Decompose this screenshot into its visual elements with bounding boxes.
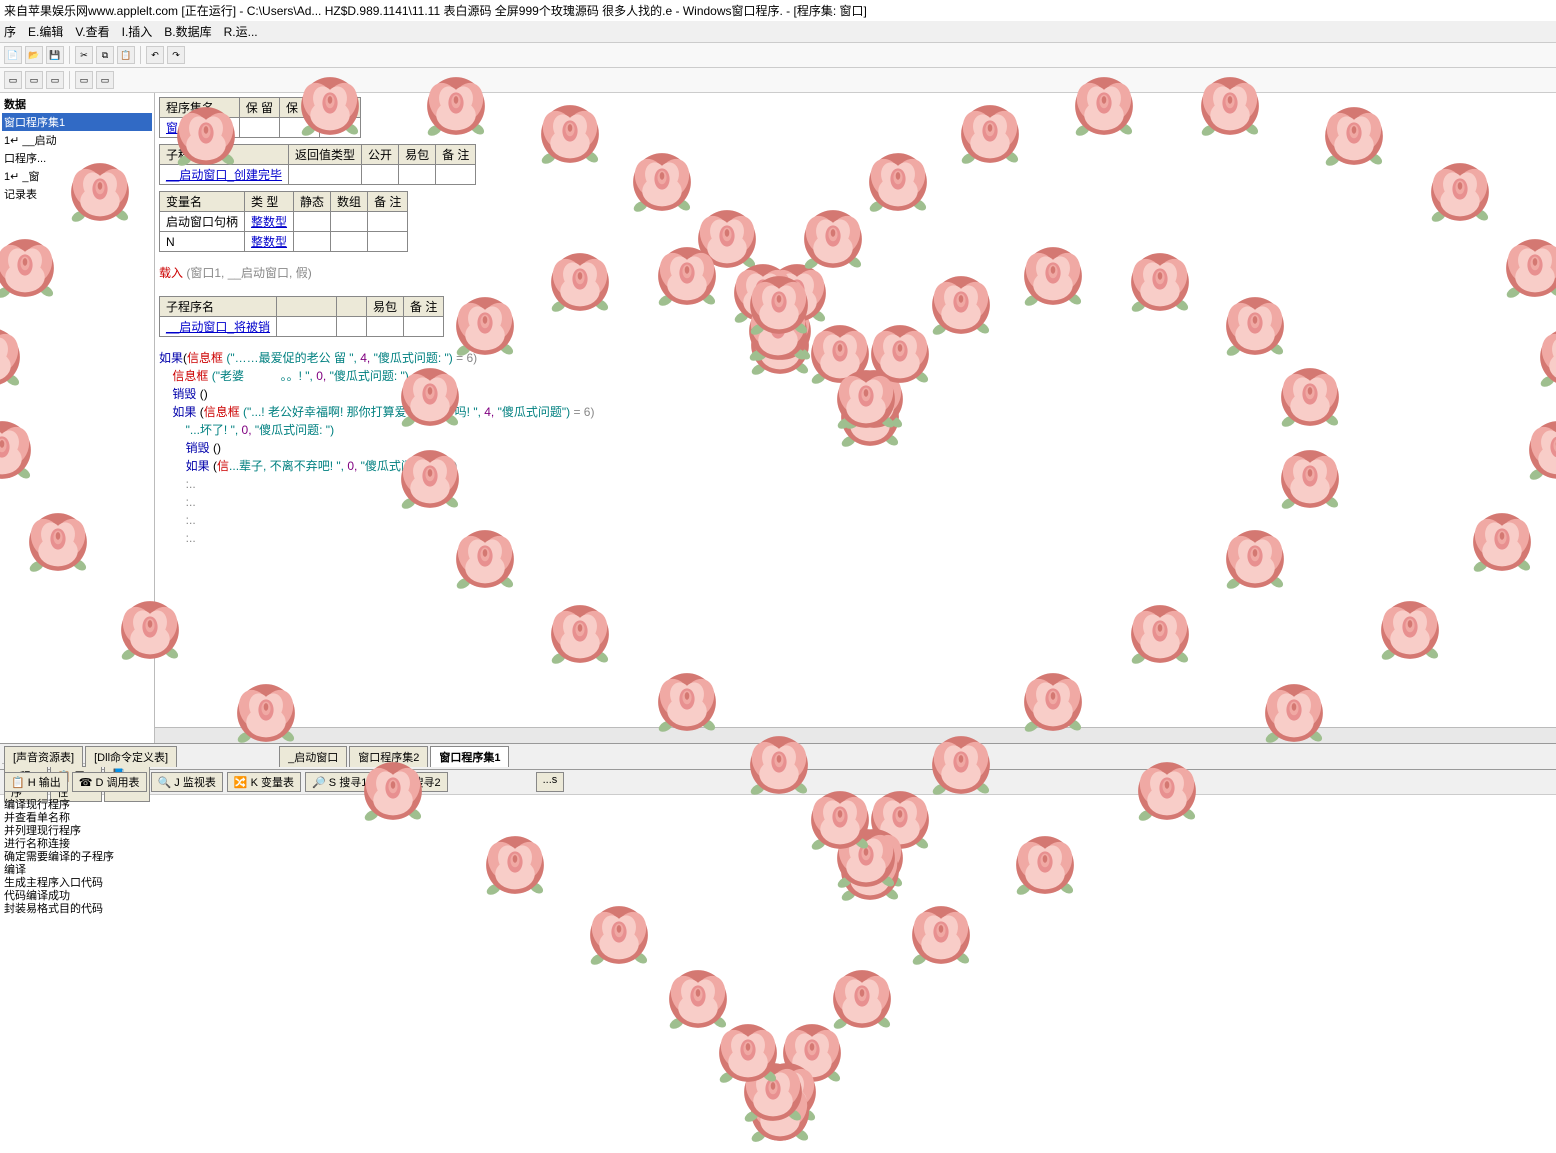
th: 保 留 xyxy=(280,98,320,118)
th: 易包 xyxy=(367,297,404,317)
panel-search1-btn[interactable]: 🔎 S 搜寻1 xyxy=(305,772,374,792)
tree-header: 数据 xyxy=(2,95,152,113)
tree-node[interactable]: 1↵ _窗 xyxy=(2,167,152,185)
menu-item[interactable]: 序 xyxy=(4,23,16,40)
th: 备 注 xyxy=(368,192,408,212)
tool-icon[interactable]: ▭ xyxy=(25,71,43,89)
rose-icon xyxy=(660,961,736,1037)
menu-item[interactable]: E.编辑 xyxy=(28,23,63,40)
tool-open-icon[interactable]: 📂 xyxy=(25,46,43,64)
rose-icon xyxy=(749,1054,825,1130)
th: 保 留 xyxy=(239,98,279,118)
cell[interactable]: 整数型 xyxy=(245,232,294,252)
cell[interactable]: 整数型 xyxy=(245,212,294,232)
panel-watch-btn[interactable]: 🔍 J 监视表 xyxy=(151,772,223,792)
menu-item[interactable]: I.插入 xyxy=(122,23,153,40)
rose-icon xyxy=(742,1074,818,1150)
toolbar-2: ▭ ▭ ▭ ▭ ▭ xyxy=(0,68,1556,93)
editor-tabs: [声音资源表] [Dll命令定义表] _启动窗口 窗口程序集2 窗口程序集1 xyxy=(0,743,1556,769)
th: 返回值类型 xyxy=(289,145,362,165)
tool-icon[interactable]: ▭ xyxy=(4,71,22,89)
title-bar: 来自苹果娱乐网www.applelt.com [正在运行] - C:\Users… xyxy=(0,0,1556,21)
th: 变量名 xyxy=(160,192,245,212)
tool-redo-icon[interactable]: ↷ xyxy=(167,46,185,64)
tree-node[interactable]: 1↵ __启动 xyxy=(2,131,152,149)
tab[interactable]: [声音资源表] xyxy=(4,746,83,767)
cell[interactable]: __启动窗口_创建完毕 xyxy=(160,165,289,185)
output-log: 编译现行程序并查看单名称并列理现行程序进行名称连接确定需要编译的子程序编译生成主… xyxy=(0,794,1556,934)
panel-calltable-btn[interactable]: ☎ D 调用表 xyxy=(72,772,147,792)
tab[interactable]: _启动窗口 xyxy=(279,746,347,767)
code-block-2[interactable]: 如果(信息框 ("……最爱促的老公 留 ", 4, "傻瓜式问题: ") = 6… xyxy=(159,349,1552,547)
tool-new-icon[interactable]: 📄 xyxy=(4,46,22,64)
tab[interactable]: [Dll命令定义表] xyxy=(85,746,177,767)
tool-icon[interactable]: ▭ xyxy=(96,71,114,89)
th: 备 注 xyxy=(436,145,476,165)
tool-icon[interactable]: ▭ xyxy=(46,71,64,89)
variable-table: 变量名 类 型 静态 数组 备 注 启动窗口句柄整数型 N整数型 xyxy=(159,191,408,252)
th: 备 注 xyxy=(320,98,360,118)
panel-output-btn[interactable]: 📋 H 输出 xyxy=(4,772,68,792)
rose-icon xyxy=(774,1015,850,1091)
code-block[interactable]: 载入 (窗口1, __启动窗口, 假) xyxy=(159,264,1552,282)
bottom-panel-tabs: 📋 H 输出 ☎ D 调用表 🔍 J 监视表 🔀 K 变量表 🔎 S 搜寻1 🔎… xyxy=(0,769,1556,794)
th: 子程序名 xyxy=(160,145,289,165)
tool-cut-icon[interactable]: ✂ xyxy=(75,46,93,64)
panel-vars-btn[interactable]: 🔀 K 变量表 xyxy=(227,772,301,792)
tool-copy-icon[interactable]: ⧉ xyxy=(96,46,114,64)
panel-time-btn[interactable]: ...s xyxy=(536,772,565,792)
th: 子程序名 xyxy=(160,297,277,317)
tree-node[interactable]: 窗口程序集1 xyxy=(2,113,152,131)
tool-undo-icon[interactable]: ↶ xyxy=(146,46,164,64)
th: 程序集名 xyxy=(160,98,240,118)
th: 公开 xyxy=(362,145,399,165)
scrollbar[interactable] xyxy=(155,727,1556,743)
th: 类 型 xyxy=(245,192,294,212)
menu-item[interactable]: V.查看 xyxy=(75,23,109,40)
rose-icon xyxy=(742,1074,818,1150)
th: 静态 xyxy=(294,192,331,212)
tool-save-icon[interactable]: 💾 xyxy=(46,46,64,64)
cell[interactable]: N xyxy=(160,232,245,252)
tab[interactable]: 窗口程序集2 xyxy=(349,746,428,767)
th: 数组 xyxy=(331,192,368,212)
tree-node[interactable]: 口程序... xyxy=(2,149,152,167)
rose-icon xyxy=(735,1054,811,1130)
toolbar-1: 📄 📂 💾 ✂ ⧉ 📋 ↶ ↷ xyxy=(0,43,1556,68)
cell[interactable]: 窗口程序集1 xyxy=(160,118,240,138)
menu-item[interactable]: R.运... xyxy=(224,23,258,40)
th: 易包 xyxy=(399,145,436,165)
menu-item[interactable]: B.数据库 xyxy=(164,23,211,40)
cell[interactable]: __启动窗口_将被销 xyxy=(160,317,277,337)
tool-icon[interactable]: ▭ xyxy=(75,71,93,89)
th: 备 注 xyxy=(404,297,444,317)
tab[interactable]: 窗口程序集1 xyxy=(430,746,509,767)
assembly-table: 程序集名 保 留 保 留 备 注 窗口程序集1 xyxy=(159,97,361,138)
rose-icon xyxy=(824,961,900,1037)
sidebar: 数据 窗口程序集1 1↵ __启动 口程序... 1↵ _窗 记录表 L 程序 … xyxy=(0,93,155,743)
cell[interactable]: 启动窗口句柄 xyxy=(160,212,245,232)
rose-icon xyxy=(710,1015,786,1091)
tree-node[interactable]: 记录表 xyxy=(2,185,152,203)
subroutine-table: 子程序名 返回值类型 公开 易包 备 注 __启动窗口_创建完毕 xyxy=(159,144,476,185)
panel-search2-btn[interactable]: 🔎 S 搜寻2 xyxy=(378,772,447,792)
tool-paste-icon[interactable]: 📋 xyxy=(117,46,135,64)
code-editor[interactable]: 程序集名 保 留 保 留 备 注 窗口程序集1 子程序名 返回值类型 公开 易包… xyxy=(155,93,1556,743)
menu-bar: 序 E.编辑 V.查看 I.插入 B.数据库 R.运... xyxy=(0,21,1556,43)
subroutine-table-2: 子程序名 易包 备 注 __启动窗口_将被销 xyxy=(159,296,444,337)
